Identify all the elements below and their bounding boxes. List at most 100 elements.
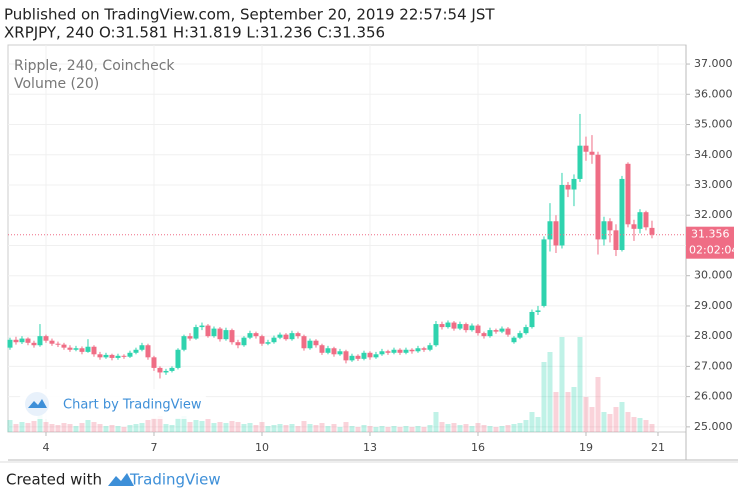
volume-bar	[499, 426, 505, 432]
watermark[interactable]: Chart by TradingView	[18, 389, 208, 419]
volume-bar	[535, 417, 541, 432]
candle-body	[337, 351, 343, 355]
volume-bar	[517, 423, 523, 432]
volume-bar	[565, 392, 571, 432]
candle-body	[361, 352, 367, 359]
volume-bar	[235, 422, 241, 432]
candle-body	[145, 345, 151, 358]
candle-body	[595, 154, 601, 240]
candle-body	[385, 351, 391, 353]
volume-bar	[589, 407, 595, 432]
legend-symbol: Ripple, 240, Coincheck	[14, 58, 175, 74]
volume-bar	[619, 402, 625, 432]
candle-body	[433, 324, 439, 346]
candle-body	[97, 354, 103, 358]
volume-bar	[145, 420, 151, 432]
candle-body	[391, 349, 397, 353]
candle-body	[139, 345, 145, 350]
candle-body	[127, 352, 133, 357]
volume-bar	[127, 425, 133, 432]
volume-bar	[49, 424, 55, 432]
candle-body	[331, 348, 337, 355]
candle-body	[319, 345, 325, 353]
volume-bar	[541, 362, 547, 432]
y-tick-label: 33.000	[694, 178, 733, 191]
candle-body	[289, 333, 295, 340]
candle-body	[295, 333, 301, 337]
x-tick-label: 7	[150, 441, 157, 454]
candle-body	[61, 344, 67, 348]
volume-bar	[439, 422, 445, 432]
y-tick-label: 37.000	[694, 57, 733, 70]
volume-bar	[385, 427, 391, 432]
volume-bar	[229, 421, 235, 432]
volume-bar	[421, 427, 427, 432]
candle-body	[163, 370, 169, 373]
volume-bar	[289, 424, 295, 432]
volume-bar	[577, 337, 583, 432]
volume-bar	[433, 412, 439, 432]
candle-body	[199, 325, 205, 328]
footer-brand[interactable]: TradingView	[129, 471, 221, 489]
volume-bar	[163, 424, 169, 432]
y-tick-label: 35.000	[694, 118, 733, 131]
volume-bar	[199, 421, 205, 432]
candle-body	[409, 349, 415, 352]
volume-bar	[409, 427, 415, 432]
y-tick-label: 27.000	[694, 359, 733, 372]
y-tick-label: 29.000	[694, 299, 733, 312]
volume-bar	[457, 425, 463, 432]
volume-bar	[313, 425, 319, 432]
watermark-bg	[18, 389, 208, 419]
volume-bar	[547, 352, 553, 432]
candle-body	[91, 346, 97, 355]
volume-bar	[301, 421, 307, 432]
candle-body	[43, 336, 49, 341]
y-tick-label: 26.000	[694, 390, 733, 403]
volume-bar	[391, 426, 397, 432]
published-line: Published on TradingView.com, September …	[4, 6, 495, 24]
volume-bar	[487, 426, 493, 432]
volume-bar	[187, 422, 193, 432]
x-tick-label: 16	[471, 441, 485, 454]
candle-body	[625, 163, 631, 225]
volume-bar	[595, 377, 601, 432]
candle-body	[535, 310, 541, 312]
candle-body	[649, 227, 655, 235]
volume-bar	[277, 424, 283, 432]
candle-body	[631, 224, 637, 229]
volume-bar	[259, 422, 265, 432]
candle-body	[487, 330, 493, 337]
candle-body	[133, 349, 139, 353]
volume-bar	[193, 420, 199, 432]
volume-bar	[397, 427, 403, 432]
candle-body	[31, 342, 37, 346]
y-tick-label: 34.000	[694, 148, 733, 161]
candle-body	[607, 221, 613, 231]
candle-body	[349, 355, 355, 361]
volume-bar	[19, 422, 25, 432]
volume-bar	[355, 427, 361, 432]
candle-body	[511, 337, 517, 343]
volume-bar	[319, 423, 325, 432]
candle-body	[37, 336, 43, 346]
volume-bar	[379, 426, 385, 432]
footer-created: Created with	[6, 471, 102, 489]
candle-body	[355, 355, 361, 359]
candle-body	[415, 348, 421, 352]
candle-body	[121, 355, 127, 357]
candle-body	[175, 349, 181, 368]
volume-bar	[523, 420, 529, 432]
volume-bar	[643, 420, 649, 432]
volume-bar	[373, 427, 379, 432]
volume-bar	[79, 423, 85, 432]
last-price-box	[686, 226, 734, 259]
candle-body	[613, 230, 619, 250]
candle-body	[643, 212, 649, 228]
candle-body	[7, 339, 13, 348]
volume-bar	[451, 423, 457, 432]
volume-bar	[217, 422, 223, 432]
volume-bar	[631, 417, 637, 432]
volume-bar	[469, 426, 475, 432]
volume-bar	[211, 423, 217, 432]
